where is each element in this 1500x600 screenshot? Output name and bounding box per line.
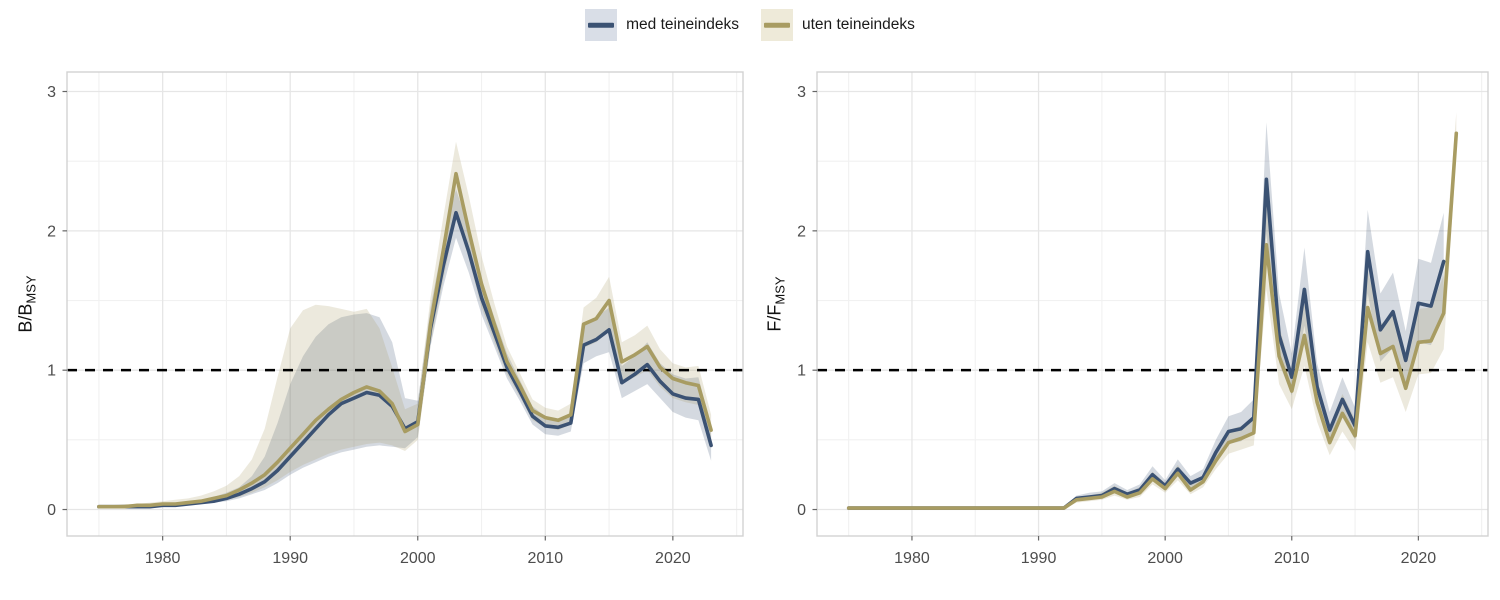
y-tick-label: 0 — [47, 502, 56, 519]
legend-entry-uten: uten teineindeks — [760, 9, 915, 41]
x-tick-label: 2020 — [1401, 550, 1437, 567]
legend-key-line-uten — [763, 22, 790, 28]
x-tick-label: 1980 — [894, 550, 930, 567]
x-tick-label: 2010 — [1274, 550, 1310, 567]
legend-key-line-med — [588, 22, 615, 28]
ribbon-uten — [98, 141, 712, 509]
series-line-med — [846, 177, 1446, 510]
series-line-uten — [846, 131, 1459, 510]
series-line-uten — [97, 171, 713, 509]
legend-label-med: med teineindeks — [626, 16, 739, 33]
x-tick-label: 1980 — [145, 550, 181, 567]
panel-border — [66, 71, 744, 537]
y-tick-label: 1 — [797, 363, 806, 380]
legend-key-swatch-uten — [760, 9, 793, 41]
chart-legend: med teineindeks uten teineindeks — [0, 9, 1500, 41]
legend-label-uten: uten teineindeks — [801, 16, 915, 33]
y-tick-label: 0 — [797, 502, 806, 519]
ribbon-med — [848, 122, 1444, 509]
y-tick-label: 2 — [797, 223, 806, 240]
y-tick-label: 1 — [47, 363, 56, 380]
legend-key-swatch-med — [585, 9, 618, 41]
y-tick-label: 3 — [797, 84, 806, 101]
x-tick-label: 2000 — [1147, 550, 1183, 567]
x-tick-label: 2000 — [400, 550, 436, 567]
x-tick-label: 2010 — [528, 550, 564, 567]
panel-border — [816, 71, 1489, 537]
x-tick-label: 1990 — [272, 550, 308, 567]
y-tick-label: 2 — [47, 223, 56, 240]
x-tick-label: 2020 — [655, 550, 691, 567]
legend-entry-med: med teineindeks — [585, 9, 739, 41]
y-tick-label: 3 — [47, 84, 56, 101]
x-tick-label: 1990 — [1021, 550, 1057, 567]
